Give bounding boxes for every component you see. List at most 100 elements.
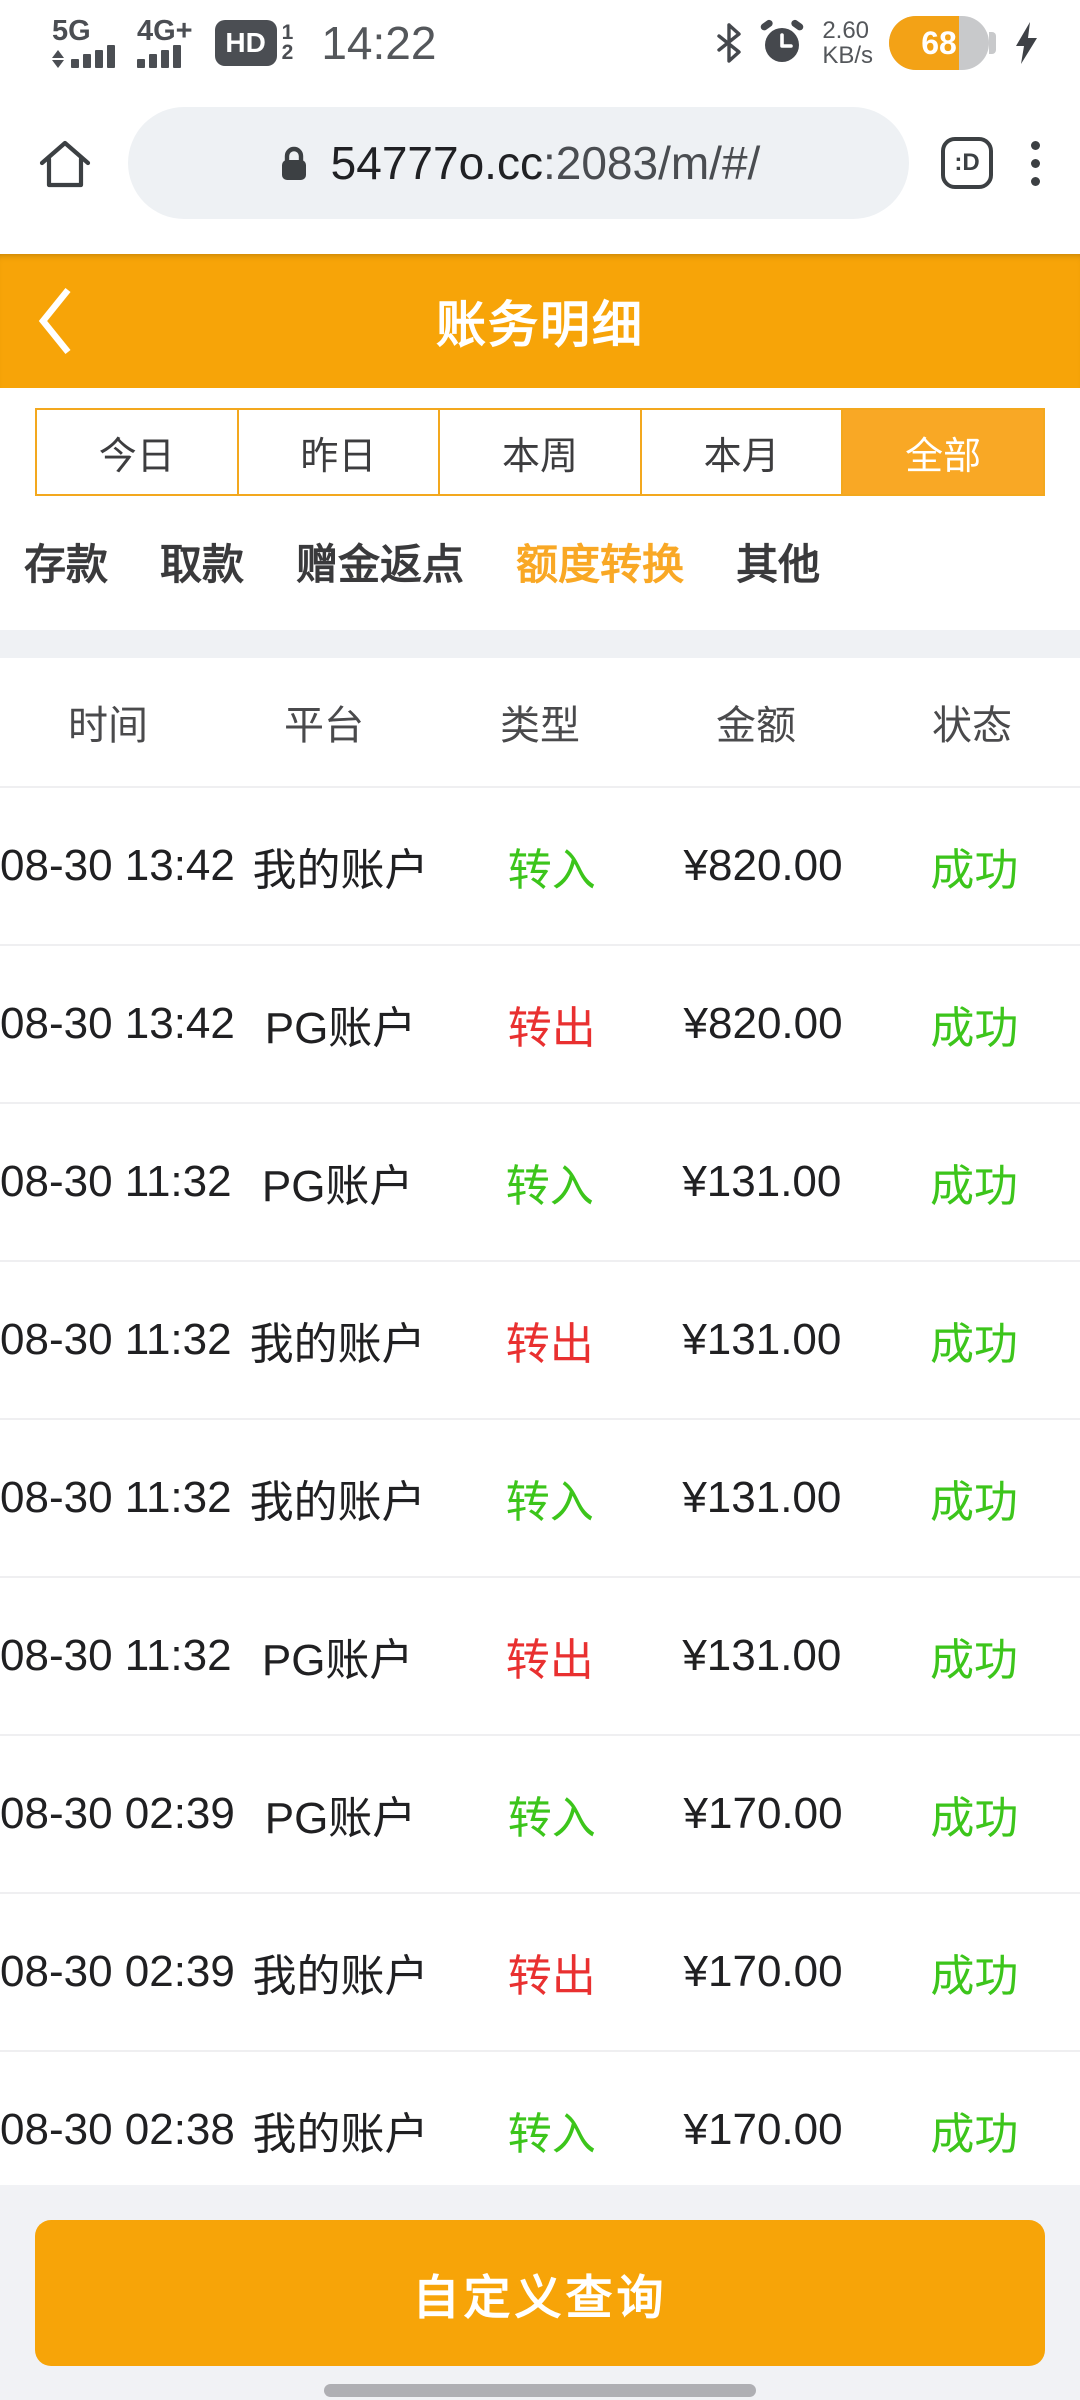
cell-status: 成功	[930, 1004, 1019, 1053]
status-bar: 5G 4G+ HD 1 2 14:22	[0, 0, 1080, 72]
type-tab-3[interactable]: 额度转换	[516, 541, 685, 588]
column-header: 时间	[68, 704, 148, 748]
sim2-label: 2	[281, 41, 294, 64]
network-type-label: 5G	[52, 15, 91, 47]
cell-time: 08-30 11:32	[0, 1473, 232, 1522]
table-row: 08-30 02:39 我的账户 转出 ¥170.00 成功	[0, 1894, 1080, 2052]
app-header: 账务明细	[0, 254, 1080, 388]
type-tab-2[interactable]: 赠金返点	[296, 541, 465, 588]
cell-time: 08-30 13:42	[0, 841, 235, 890]
type-tab-1[interactable]: 取款	[160, 541, 245, 588]
range-tab-1[interactable]: 昨日	[238, 410, 441, 494]
scrollbar-handle[interactable]	[324, 2384, 756, 2397]
signal-bars-icon	[137, 45, 181, 68]
page-title: 账务明细	[436, 297, 644, 353]
section-divider	[0, 630, 1080, 658]
signal-arrows-icon	[52, 50, 64, 68]
table-row: 08-30 11:32 我的账户 转入 ¥131.00 成功	[0, 1420, 1080, 1578]
table-row: 08-30 02:38 我的账户 转入 ¥170.00 成功	[0, 2052, 1080, 2210]
cell-amount: ¥131.00	[682, 1315, 842, 1364]
network-type-label: 4G+	[137, 15, 193, 47]
cell-type: 转出	[505, 1320, 594, 1369]
cell-type: 转入	[505, 1162, 594, 1211]
cell-status: 成功	[929, 1162, 1018, 1211]
cell-platform: 我的账户	[252, 1952, 429, 2001]
column-header: 金额	[716, 704, 796, 748]
lock-icon	[281, 146, 306, 180]
table-row: 08-30 11:32 PG账户 转出 ¥131.00 成功	[0, 1578, 1080, 1736]
cell-time: 08-30 02:39	[0, 1947, 235, 1996]
cell-platform: 我的账户	[252, 846, 429, 895]
speed-unit: KB/s	[822, 42, 873, 69]
home-icon[interactable]	[34, 134, 96, 192]
custom-query-button[interactable]: 自定义查询	[35, 2220, 1045, 2366]
cell-status: 成功	[930, 1794, 1019, 1843]
cell-status: 成功	[930, 846, 1019, 895]
bottom-bar: 自定义查询	[0, 2185, 1080, 2400]
table-body: 08-30 13:42 我的账户 转入 ¥820.00 成功 08-30 13:42 PG账…	[0, 788, 1080, 2210]
table-row: 08-30 11:32 我的账户 转出 ¥131.00 成功	[0, 1262, 1080, 1420]
column-header: 状态	[932, 704, 1012, 748]
cell-type: 转入	[507, 1794, 596, 1843]
cell-type: 转入	[507, 2110, 596, 2159]
cell-platform: PG账户	[261, 1636, 414, 1685]
cell-type: 转出	[507, 1004, 596, 1053]
url-bar[interactable]: 54777o.cc:2083/m/#/	[128, 107, 909, 219]
table-row: 08-30 02:39 PG账户 转入 ¥170.00 成功	[0, 1736, 1080, 1894]
cell-platform: PG账户	[261, 1162, 414, 1211]
cell-amount: ¥131.00	[682, 1473, 842, 1522]
cell-platform: 我的账户	[249, 1320, 426, 1369]
cell-amount: ¥820.00	[683, 841, 843, 890]
table-row: 08-30 11:32 PG账户 转入 ¥131.00 成功	[0, 1104, 1080, 1262]
url-host: 54777o.cc	[330, 137, 543, 189]
signal-5g: 5G	[52, 15, 115, 68]
type-tab-0[interactable]: 存款	[24, 541, 109, 588]
cell-time: 08-30 11:32	[0, 1631, 232, 1680]
signal-4g: 4G+	[137, 15, 193, 68]
cell-status: 成功	[930, 2110, 1019, 2159]
cell-status: 成功	[929, 1636, 1018, 1685]
chevron-left-icon	[38, 287, 71, 355]
cell-time: 08-30 11:32	[0, 1315, 232, 1364]
cell-platform: PG账户	[264, 1794, 417, 1843]
range-tab-3[interactable]: 本月	[641, 410, 844, 494]
url-path: :2083/m/#/	[542, 137, 761, 189]
cell-amount: ¥170.00	[683, 2105, 843, 2154]
cell-time: 08-30 02:39	[0, 1789, 235, 1838]
range-tabs: 今日 昨日 本周 本月 全部	[35, 408, 1045, 496]
cell-amount: ¥170.00	[683, 1789, 843, 1838]
status-time: 14:22	[321, 17, 437, 69]
cell-type: 转入	[507, 846, 596, 895]
cell-amount: ¥131.00	[682, 1631, 842, 1680]
table-row: 08-30 13:42 我的账户 转入 ¥820.00 成功	[0, 788, 1080, 946]
signal-bars-icon	[52, 45, 115, 68]
hd-icon: HD	[214, 20, 277, 66]
cell-time: 08-30 13:42	[0, 999, 235, 1048]
kebab-menu-icon[interactable]	[1025, 135, 1046, 192]
cell-amount: ¥820.00	[683, 999, 843, 1048]
range-tab-0[interactable]: 今日	[37, 410, 239, 494]
cell-platform: PG账户	[264, 1004, 417, 1053]
network-speed: 2.60 KB/s	[822, 18, 873, 68]
alarm-clock-icon	[761, 19, 804, 62]
cell-status: 成功	[929, 1320, 1018, 1369]
browser-toolbar: 54777o.cc:2083/m/#/ :D	[0, 72, 1080, 254]
cell-status: 成功	[930, 1952, 1019, 2001]
back-button[interactable]	[34, 254, 76, 388]
cell-platform: 我的账户	[249, 1478, 426, 1527]
cell-platform: 我的账户	[252, 2110, 429, 2159]
range-tab-4[interactable]: 全部	[843, 410, 1043, 494]
range-tab-2[interactable]: 本周	[440, 410, 642, 494]
tab-counter-icon[interactable]: :D	[941, 137, 993, 189]
cell-time: 08-30 02:38	[0, 2105, 235, 2154]
sim1-label: 1	[281, 21, 294, 44]
cell-status: 成功	[929, 1478, 1018, 1527]
type-tabs: 存款 取款 赠金返点 额度转换 其他	[0, 496, 1080, 630]
lightning-icon	[1016, 22, 1037, 64]
table-row: 08-30 13:42 PG账户 转出 ¥820.00 成功	[0, 946, 1080, 1104]
cell-amount: ¥170.00	[683, 1947, 843, 1996]
volte-hd-indicator: HD 1 2	[214, 20, 294, 66]
type-tab-4[interactable]: 其他	[736, 541, 821, 588]
battery-percent: 68	[921, 24, 957, 61]
table-header: 时间 平台 类型 金额 状态	[0, 658, 1080, 788]
